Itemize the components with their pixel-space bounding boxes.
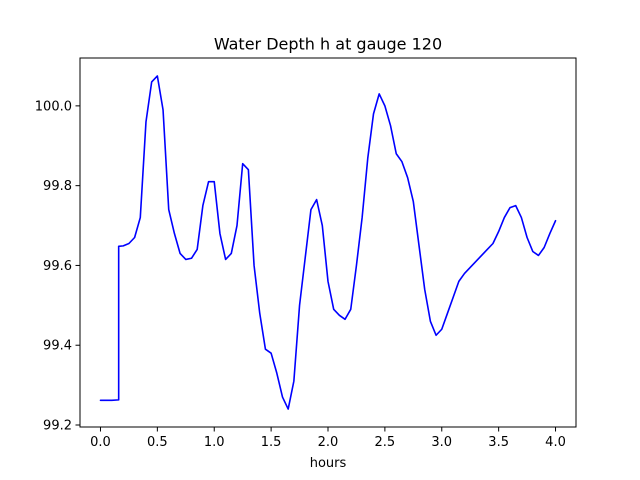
x-axis-label: hours	[310, 456, 347, 471]
y-tick-label: 99.4	[43, 339, 72, 354]
y-tick-label: 99.8	[43, 179, 72, 194]
x-tick-label: 0.5	[147, 435, 168, 450]
x-tick-label: 2.5	[375, 435, 396, 450]
x-tick-label: 3.5	[488, 435, 509, 450]
y-tick-label: 99.2	[43, 419, 72, 434]
x-axis: 0.0 0.5 1.0 1.5 2.0 2.5 3.0 3.5 4.0	[90, 427, 566, 450]
series-line-0	[99, 75, 557, 410]
y-axis: 99.2 99.4 99.6 99.8 100.0	[35, 99, 80, 434]
y-tick-label: 99.6	[43, 259, 72, 274]
chart-title: Water Depth h at gauge 120	[214, 35, 442, 54]
x-tick-label: 1.5	[261, 435, 282, 450]
x-tick-label: 2.0	[318, 435, 339, 450]
plot-area	[99, 75, 557, 410]
x-tick-label: 1.0	[204, 435, 225, 450]
x-tick-label: 4.0	[545, 435, 566, 450]
x-tick-label: 3.0	[431, 435, 452, 450]
x-tick-label: 0.0	[90, 435, 111, 450]
y-tick-label: 100.0	[35, 99, 72, 114]
